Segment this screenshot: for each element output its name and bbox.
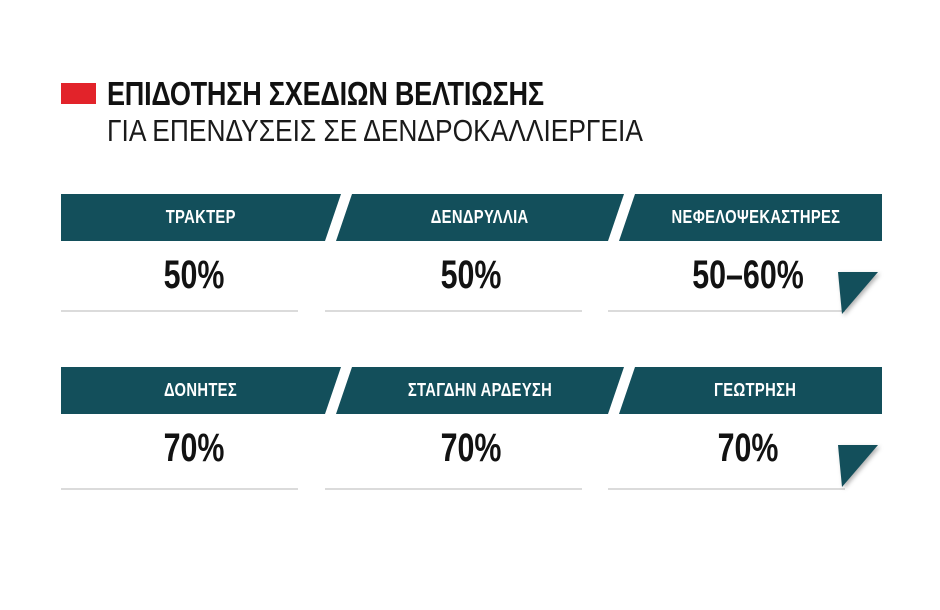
category-header-trakter: ΤΡΑΚΤΕΡ [61,194,341,241]
page-fold-icon [838,272,878,314]
subsidy-value: 50–60% [692,253,804,297]
underline [325,310,582,312]
page-fold-triangle [838,272,878,314]
red-marker-icon [61,83,96,104]
subsidy-value: 50% [440,253,502,297]
row-1: ΤΡΑΚΤΕΡ ΔΕΝΔΡΥΛΛΙΑ ΝΕΦΕΛΟΨΕΚΑΣΤΗΡΕΣ 50% … [61,194,882,320]
subsidy-value: 70% [717,426,779,470]
category-label: ΓΕΩΤΡΗΣΗ [714,380,797,400]
category-label: ΣΤΑΓΔΗΝ ΑΡΔΕΥΣΗ [407,380,553,400]
underline [61,310,298,312]
underline [61,488,298,490]
subsidy-value: 70% [440,426,502,470]
underline [608,310,845,312]
page-fold-triangle [838,445,878,487]
category-label: ΤΡΑΚΤΕΡ [165,207,237,227]
page-subtitle: ΓΙΑ ΕΠΕΝΔΥΣΕΙΣ ΣΕ ΔΕΝΔΡΟΚΑΛΛΙΕΡΓΕΙΑ [107,113,643,148]
underline [325,488,582,490]
category-label: ΔΟΝΗΤΕΣ [164,380,238,400]
subsidy-value: 70% [163,426,225,470]
page-fold-icon [838,445,878,487]
category-header-geotrisi: ΓΕΩΤΡΗΣΗ [619,367,882,414]
category-header-dendryllia: ΔΕΝΔΡΥΛΛΙΑ [336,194,624,241]
subsidy-value: 50% [163,253,225,297]
row-2: ΔΟΝΗΤΕΣ ΣΤΑΓΔΗΝ ΑΡΔΕΥΣΗ ΓΕΩΤΡΗΣΗ 70% 70%… [61,367,882,493]
underline [608,488,845,490]
category-header-stagdin-ardefsi: ΣΤΑΓΔΗΝ ΑΡΔΕΥΣΗ [336,367,624,414]
category-header-donites: ΔΟΝΗΤΕΣ [61,367,341,414]
page-title: ΕΠΙΔΟΤΗΣΗ ΣΧΕΔΙΩΝ ΒΕΛΤΙΩΣΗΣ [107,75,544,112]
category-label: ΔΕΝΔΡΥΛΛΙΑ [431,207,529,227]
category-label: ΝΕΦΕΛΟΨΕΚΑΣΤΗΡΕΣ [671,207,840,227]
category-header-nefelopsekastires: ΝΕΦΕΛΟΨΕΚΑΣΤΗΡΕΣ [619,194,882,241]
